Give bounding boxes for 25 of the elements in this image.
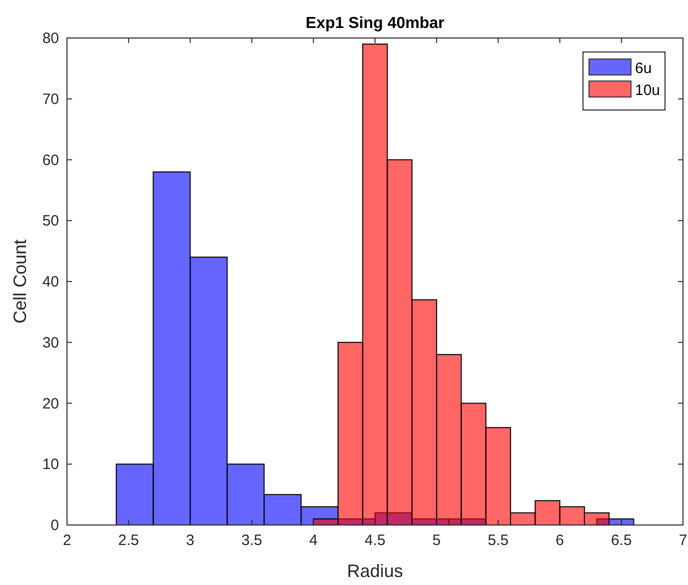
x-tick-label: 7 <box>678 532 688 549</box>
y-tick-label: 80 <box>42 30 59 47</box>
y-tick-label: 30 <box>42 334 59 352</box>
y-tick-label: 10 <box>42 456 59 474</box>
legend-label: 6u <box>635 60 652 77</box>
y-tick-label: 0 <box>50 517 59 534</box>
chart-title: Exp1 Sing 40mbar <box>306 15 444 32</box>
legend-label: 10u <box>635 82 660 99</box>
x-tick-label: 5.5 <box>488 532 509 549</box>
x-tick-label: 6 <box>556 532 564 549</box>
y-tick-label: 60 <box>42 152 59 169</box>
y-tick-label: 40 <box>42 274 59 290</box>
x-tick-label: 5 <box>432 532 441 549</box>
x-tick-label: 4.5 <box>364 532 386 549</box>
x-tick-label: 6.5 <box>610 532 632 549</box>
x-axis-title: Radius <box>346 561 404 581</box>
x-tick-label: 2 <box>62 532 72 549</box>
x-tick-label: 4 <box>309 532 318 549</box>
y-tick-label: 50 <box>42 212 59 230</box>
y-tick-label: 20 <box>42 395 59 412</box>
x-tick-label: 3.5 <box>241 532 262 549</box>
x-tick-label: 2.5 <box>118 532 140 549</box>
y-tick-label: 70 <box>42 90 59 108</box>
y-axis-title: Cell Count <box>10 239 30 324</box>
x-tick-label: 3 <box>186 532 194 549</box>
